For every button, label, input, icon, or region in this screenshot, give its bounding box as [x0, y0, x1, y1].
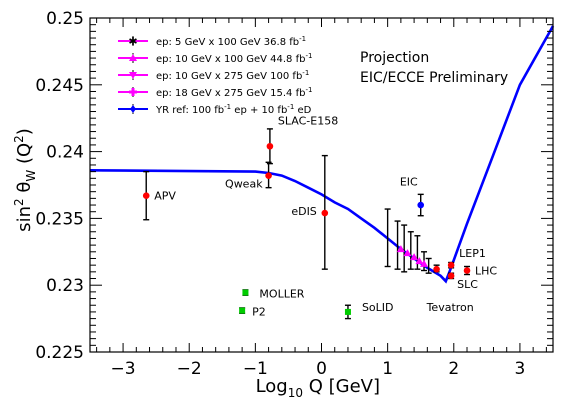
points-layer: [142, 142, 471, 315]
legend-label: YR ref: 100 fb-1 ep + 10 fb-1 eD: [155, 103, 312, 116]
eic-projection-point: [420, 259, 429, 267]
measurement-point: [321, 209, 329, 217]
point-label-lep1: LEP1: [459, 247, 486, 260]
y-tick-label: 0.24: [46, 143, 84, 163]
y-tick-label: 0.25: [46, 9, 84, 29]
frame-layer: [89, 17, 554, 353]
y-axis-title: sin2 θW (Q2): [12, 128, 38, 232]
point-label-apv: APV: [154, 190, 176, 203]
annotation-line-2: EIC/ECCE Preliminary: [360, 70, 508, 86]
point-label-p2: P2: [252, 306, 266, 319]
legend-label-text: ep: 18 GeV x 275 GeV 15.4 fb: [156, 88, 305, 99]
legend-label: ep: 10 GeV x 275 GeV 100 fb-1: [156, 69, 309, 82]
eic-projection-point: [403, 249, 412, 257]
legend-label-sup: -1: [224, 103, 231, 111]
x-tick-label: 0: [316, 359, 327, 379]
legend-label-text: ep: 10 GeV x 275 GeV 100 fb: [156, 71, 302, 82]
legend-label-sup: -1: [305, 86, 312, 94]
legend-marker-triangle-down: [129, 72, 137, 79]
point-label-slc: SLC: [457, 278, 478, 291]
annotation-line-1: Projection: [360, 50, 429, 66]
x-tick-label: 3: [515, 359, 526, 379]
y-tick-label: 0.225: [35, 343, 84, 363]
x-axis-title: Log10 Q [GeV]: [256, 376, 380, 400]
legend-label-sup-2: -1: [287, 103, 294, 111]
measurement-point: [447, 272, 455, 280]
legend-label: ep: 18 GeV x 275 GeV 15.4 fb-1: [156, 86, 312, 99]
point-label-slac-e158: SLAC-E158: [278, 114, 338, 127]
point-label-lhc: LHC: [475, 265, 497, 278]
x-tick-label: −1: [243, 359, 268, 379]
legend-marker-cross: [131, 88, 135, 96]
x-tick-label: −2: [177, 359, 202, 379]
y-tick-label: 0.235: [35, 209, 84, 229]
point-label-eic: EIC: [400, 175, 418, 188]
future-point: [239, 307, 246, 314]
legend-label-text-2: ep + 10 fb: [231, 105, 287, 116]
x-tick-label: −3: [111, 359, 136, 379]
legend-label: ep: 10 GeV x 100 GeV 44.8 fb-1: [156, 52, 312, 65]
point-label-qweak: Qweak: [225, 178, 263, 191]
x-tick-label: 1: [382, 359, 393, 379]
point-label-tevatron: Tevatron: [426, 301, 474, 314]
point-label-solid: SoLID: [362, 301, 394, 314]
legend-label-text: ep: 5 GeV x 100 GeV 36.8 fb: [156, 37, 299, 48]
y-tick-label: 0.245: [35, 76, 84, 96]
legend-label: ep: 5 GeV x 100 GeV 36.8 fb-1: [156, 35, 306, 48]
errorbar-layer: [143, 128, 471, 320]
legend-marker-diamond: [130, 105, 136, 113]
theory-curve-line: [89, 25, 555, 284]
measurement-point: [266, 142, 274, 150]
ticks-layer: −3 −2 −1 0 1 2 3 0.225 0.23 0.235 0.24 0.245 0.25: [35, 9, 553, 379]
plot-frame: [89, 17, 554, 353]
y-tick-label: 0.23: [46, 276, 84, 296]
measurement-point: [463, 267, 471, 274]
legend-label-text: ep: 10 GeV x 100 GeV 44.8 fb: [156, 54, 305, 65]
legend-label-sup: -1: [305, 52, 312, 60]
theory-curve-layer: [89, 25, 555, 284]
measurement-point: [265, 172, 272, 179]
point-label-edis: eDIS: [291, 205, 316, 218]
point-label-moller: MOLLER: [259, 288, 304, 301]
eic-projection-point: [415, 257, 424, 265]
future-point: [344, 308, 351, 315]
measurement-point: [142, 192, 150, 199]
x-tick-label: 2: [448, 359, 459, 379]
legend-marker-triangle-up: [129, 54, 137, 61]
eic-reference-point: [417, 201, 425, 209]
legend: ✱ ep: 5 GeV x 100 GeV 36.8 fb-1ep: 10 GeV…: [118, 35, 312, 116]
legend-label-text-3: eD: [294, 105, 311, 116]
future-point: [242, 289, 249, 296]
eic-projection-point: [410, 253, 419, 261]
legend-marker-star: ✱: [128, 35, 137, 48]
measurement-point: [433, 265, 440, 273]
legend-label-text: YR ref: 100 fb: [155, 105, 224, 116]
eic-projection-point: [396, 245, 405, 253]
legend-label-sup: -1: [302, 69, 309, 77]
measurement-point: [447, 261, 455, 269]
legend-label-sup: -1: [299, 35, 306, 43]
